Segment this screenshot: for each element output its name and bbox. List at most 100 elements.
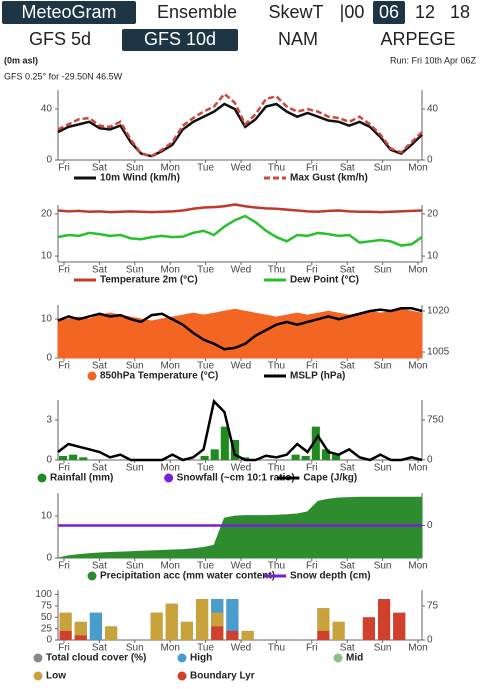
y-tick-label: 0	[46, 155, 52, 166]
x-tick-label: Thu	[268, 265, 285, 276]
x-tick-label: Mon	[408, 643, 427, 654]
x-tick-label: Mon	[408, 361, 427, 372]
y-tick-label: 100	[35, 589, 52, 600]
x-tick-label: Tue	[197, 561, 214, 572]
x-tick-label: Wed	[231, 163, 251, 174]
bar	[74, 635, 87, 640]
y2-tick-label: 10	[427, 251, 439, 262]
tab[interactable]: 06	[379, 2, 399, 22]
x-tick-label: Fri	[58, 561, 70, 572]
y-tick-label: 25	[41, 623, 53, 634]
legend-label: 10m Wind (km/h)	[100, 173, 180, 184]
bar	[311, 426, 320, 460]
tab[interactable]: SkewT	[268, 2, 323, 22]
legend-swatch	[177, 671, 187, 681]
y2-tick-label: 0	[427, 635, 433, 646]
x-tick-label: Sun	[126, 643, 144, 654]
y2-tick-label: 0	[427, 155, 433, 166]
legend-label: Temperature 2m (°C)	[100, 275, 198, 286]
tab[interactable]: ARPEGE	[380, 29, 455, 49]
bar	[89, 612, 102, 640]
x-tick-label: Fri	[306, 361, 318, 372]
x-tick-label: Sat	[340, 361, 355, 372]
bar	[59, 456, 68, 460]
bar	[241, 630, 254, 640]
x-tick-label: Thu	[268, 643, 285, 654]
x-tick-label: Fri	[306, 463, 318, 474]
x-tick-label: Mon	[160, 163, 179, 174]
legend-label: Mid	[346, 653, 363, 664]
x-tick-label: Tue	[197, 163, 214, 174]
legend-swatch	[87, 571, 97, 581]
location: GFS 0.25° for -29.50N 46.5W	[4, 71, 123, 81]
x-tick-label: Fri	[306, 643, 318, 654]
x-tick-label: Fri	[306, 163, 318, 174]
x-tick-label: Sat	[340, 463, 355, 474]
tab[interactable]: GFS 5d	[29, 29, 91, 49]
y-tick-label: 0	[46, 353, 52, 364]
bar	[226, 599, 239, 640]
bar	[291, 454, 300, 460]
bar	[301, 456, 310, 460]
tab[interactable]: Ensemble	[157, 2, 237, 22]
x-tick-label: Fri	[58, 643, 70, 654]
bar	[362, 617, 375, 640]
x-tick-label: Mon	[408, 265, 427, 276]
x-tick-label: Sat	[340, 561, 355, 572]
x-tick-label: Wed	[231, 265, 251, 276]
tab[interactable]: 18	[450, 2, 470, 22]
legend-label: MSLP (hPa)	[290, 371, 345, 382]
x-tick-label: Sun	[126, 361, 144, 372]
selected-tab-bg	[122, 29, 238, 51]
tab[interactable]: NAM	[278, 29, 318, 49]
legend-label: 850hPa Temperature (°C)	[100, 371, 218, 382]
selected-tab-bg	[373, 1, 405, 24]
legend-label: Cape (J/kg)	[303, 473, 357, 484]
x-tick-label: Fri	[306, 561, 318, 572]
bar	[79, 457, 88, 460]
x-tick-label: Fri	[58, 463, 70, 474]
x-tick-label: Sun	[374, 463, 392, 474]
x-tick-label: Thu	[268, 163, 285, 174]
bar	[196, 599, 209, 640]
tab[interactable]: MeteoGram	[21, 2, 116, 22]
bar	[393, 612, 406, 640]
y-tick-label: 10	[41, 314, 53, 325]
bar	[220, 426, 229, 460]
legend-label: Rainfall (mm)	[50, 473, 113, 484]
bar	[180, 621, 193, 640]
x-tick-label: Mon	[408, 463, 427, 474]
legend-label: Dew Point (°C)	[290, 275, 359, 286]
y2-tick-label: 750	[427, 415, 444, 426]
x-tick-label: Mon	[408, 561, 427, 572]
y-tick-label: 3	[46, 415, 52, 426]
legend-label: Boundary Lyr	[190, 671, 255, 682]
y2-tick-label: 0	[427, 520, 433, 531]
x-tick-label: Sun	[126, 561, 144, 572]
bar	[69, 454, 78, 460]
legend-label: Total cloud cover (%)	[46, 653, 146, 664]
y-tick-label: 0	[46, 553, 52, 564]
legend-swatch	[164, 473, 174, 483]
x-tick-label: Mon	[160, 265, 179, 276]
tab[interactable]: GFS 10d	[144, 29, 216, 49]
bar	[321, 449, 330, 460]
run-time: Run: Fri 10th Apr 06Z	[390, 55, 477, 65]
x-tick-label: Sun	[374, 561, 392, 572]
legend-label: Max Gust (km/h)	[290, 173, 368, 184]
line	[57, 203, 423, 214]
y2-tick-label: 1005	[427, 347, 450, 358]
x-tick-label: Wed	[231, 643, 251, 654]
x-tick-label: Sun	[374, 361, 392, 372]
x-tick-label: Fri	[306, 265, 318, 276]
tab[interactable]: 12	[415, 2, 435, 22]
area	[57, 308, 423, 359]
x-tick-label: Sun	[126, 265, 144, 276]
x-tick-label: Sat	[92, 361, 107, 372]
x-tick-label: Mon	[160, 463, 179, 474]
tab[interactable]: |00	[340, 2, 365, 22]
x-tick-label: Sun	[374, 265, 392, 276]
bar	[200, 456, 209, 460]
legend-swatch	[177, 653, 187, 663]
